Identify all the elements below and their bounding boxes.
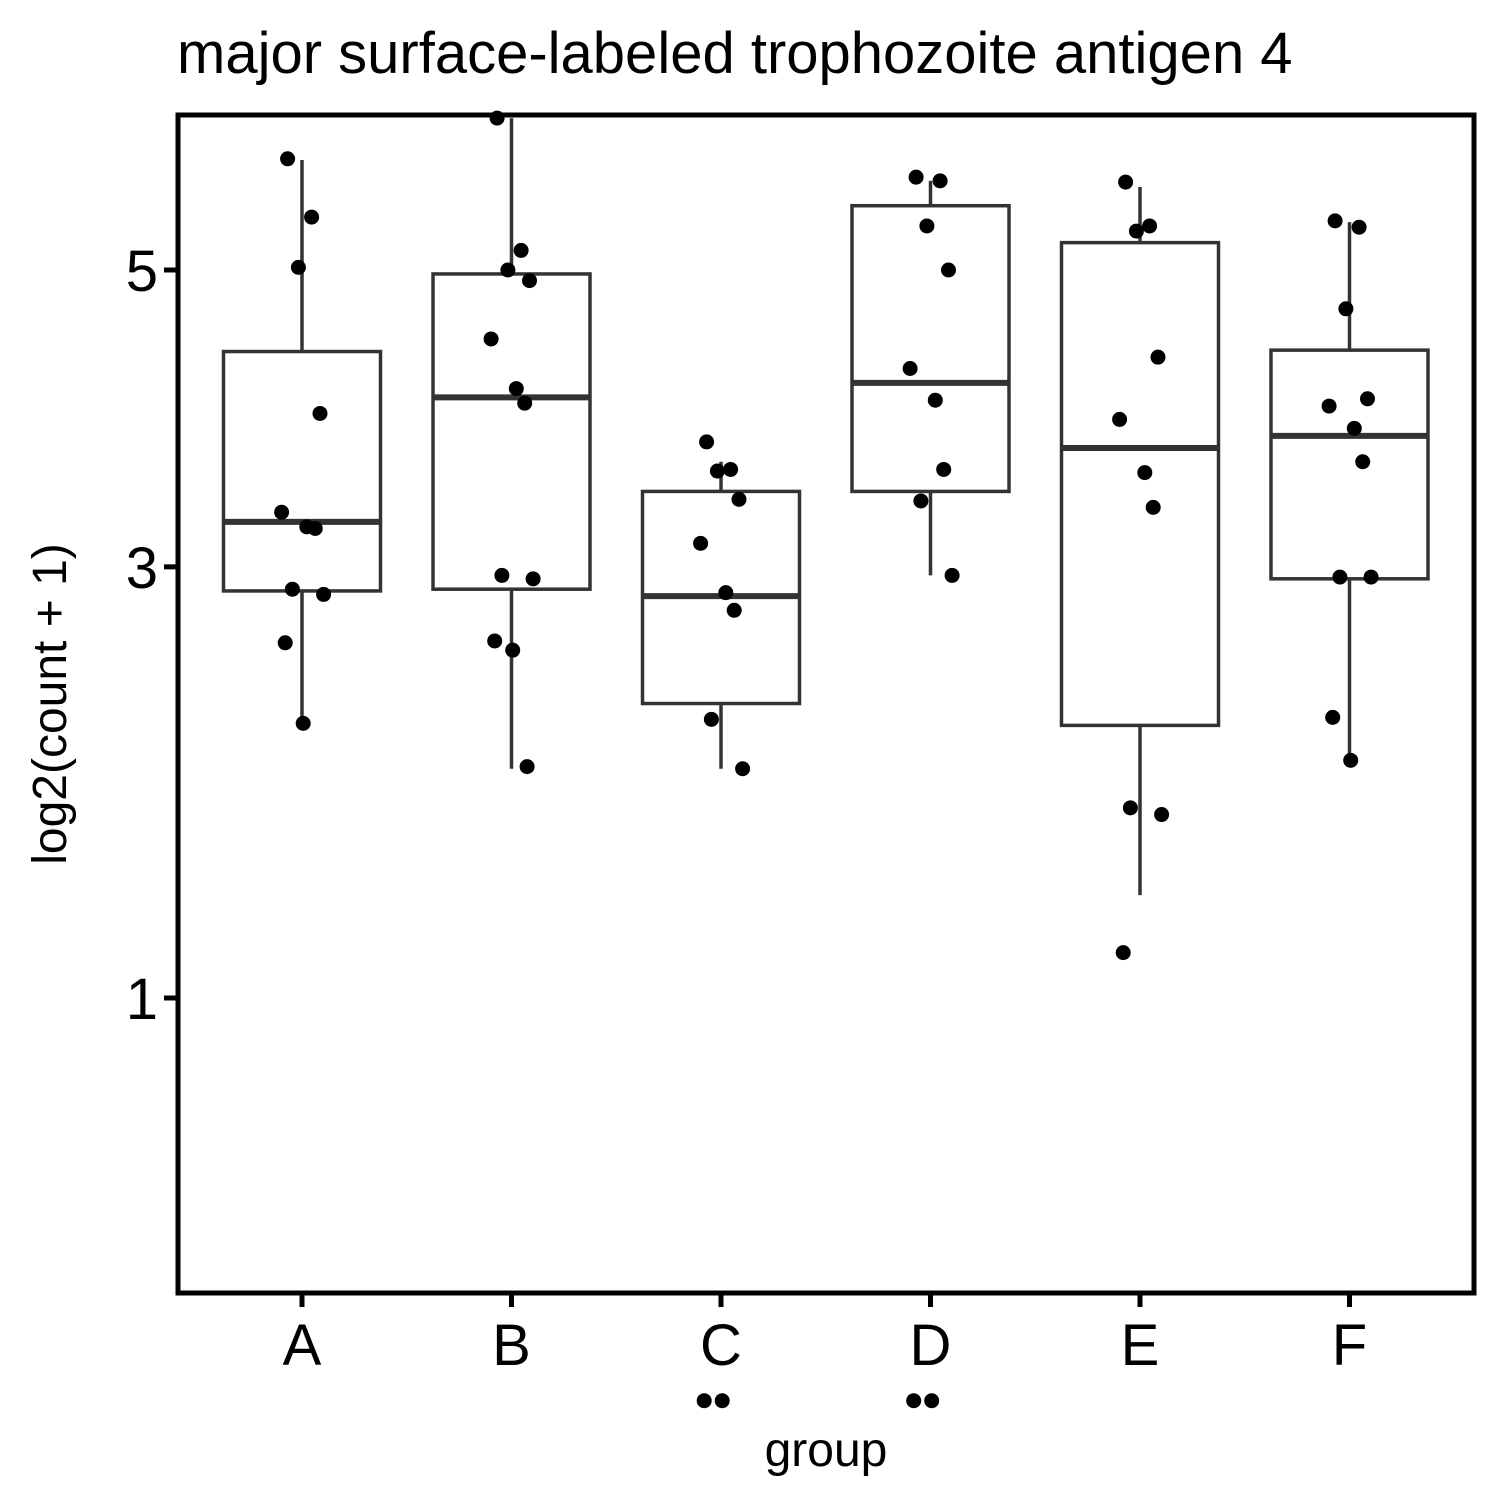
data-point (1122, 800, 1138, 816)
data-point (304, 209, 320, 225)
y-axis-title: log2(count + 1) (24, 543, 77, 865)
data-point (483, 331, 499, 347)
data-point (908, 169, 924, 185)
data-point (1325, 709, 1341, 725)
box-f (1269, 348, 1430, 581)
data-point (927, 392, 943, 408)
data-point (919, 218, 935, 234)
data-point (718, 585, 734, 601)
data-point (513, 242, 529, 258)
y-tick-label: 1 (126, 967, 158, 1032)
data-point (316, 586, 332, 602)
data-point (731, 491, 747, 507)
data-point (735, 761, 751, 777)
data-point (494, 567, 510, 583)
data-point (703, 711, 719, 727)
data-point (1321, 398, 1337, 414)
plot-panel (175, 110, 1477, 1409)
data-point (1118, 174, 1134, 190)
data-point (517, 395, 533, 411)
data-point (508, 381, 524, 397)
box-d (850, 203, 1011, 494)
data-point (1346, 420, 1362, 436)
data-point (902, 361, 918, 377)
data-point (906, 1393, 922, 1409)
data-point (1112, 411, 1128, 427)
x-tick-label: A (283, 1313, 322, 1378)
x-axis-title: group (765, 1424, 888, 1477)
data-point (277, 635, 293, 651)
data-point (312, 405, 328, 421)
data-point (1128, 223, 1144, 239)
box-a (221, 349, 383, 593)
y-tick-label: 3 (126, 536, 158, 601)
data-point (1360, 391, 1375, 407)
y-tick-label: 5 (126, 239, 158, 304)
data-point (1327, 213, 1343, 229)
data-point (1363, 569, 1379, 585)
data-point (274, 504, 290, 520)
data-point (1338, 301, 1354, 317)
data-point (1355, 454, 1371, 470)
data-point (505, 642, 521, 658)
data-point (280, 151, 296, 167)
data-point (284, 581, 300, 597)
data-point (290, 259, 306, 275)
data-point (1145, 499, 1161, 515)
data-point (941, 262, 956, 278)
data-point (944, 567, 960, 583)
x-tick-label: C (700, 1313, 742, 1378)
data-point (1142, 218, 1158, 234)
data-point (723, 461, 739, 477)
x-tick-label: F (1332, 1313, 1367, 1378)
box-b (431, 272, 592, 591)
data-point (500, 262, 516, 278)
data-point (696, 1393, 712, 1409)
data-point (1332, 569, 1348, 585)
data-point (295, 715, 311, 731)
data-point (1154, 807, 1170, 823)
data-point (1351, 219, 1367, 235)
x-tick-label: E (1121, 1313, 1160, 1378)
data-point (522, 273, 537, 289)
data-point (1137, 465, 1153, 481)
data-point (1343, 752, 1359, 768)
data-point (487, 633, 503, 649)
panel-border (175, 112, 1477, 1296)
data-point (714, 1393, 730, 1409)
data-point (932, 173, 948, 189)
data-point (1150, 349, 1166, 365)
data-point (519, 759, 535, 775)
data-point (1115, 945, 1131, 961)
data-point (525, 571, 541, 587)
data-point (307, 520, 323, 536)
x-tick-label: D (910, 1313, 952, 1378)
data-point (726, 602, 742, 618)
data-point (924, 1393, 940, 1409)
data-point (693, 535, 709, 551)
data-point (709, 463, 725, 479)
x-tick-label: B (492, 1313, 531, 1378)
data-point (936, 461, 952, 477)
data-point (699, 434, 715, 450)
box-e (1059, 240, 1221, 728)
chart-title: major surface-labeled trophozoite antige… (177, 21, 1293, 86)
data-point (913, 493, 929, 509)
